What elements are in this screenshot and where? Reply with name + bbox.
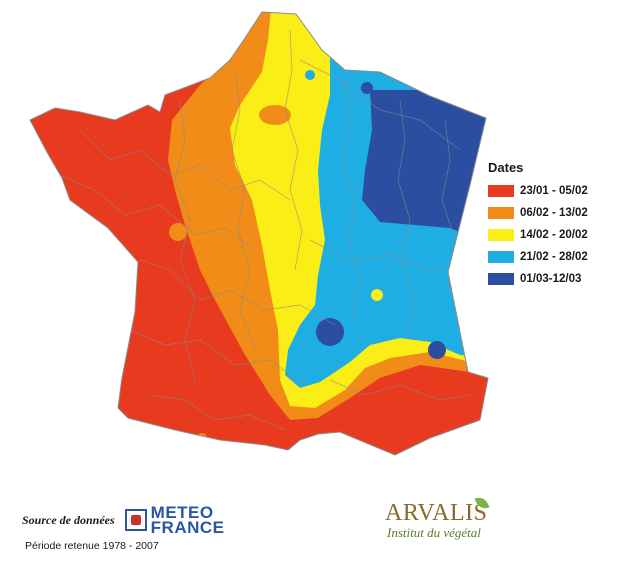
legend-item: 06/02 - 13/02 [488,203,588,222]
zone-orange-spot [197,433,207,443]
france-map [29,11,489,456]
arvalis-tagline: Institut du végétal [387,525,481,540]
legend-label: 14/02 - 20/02 [520,228,588,241]
meteo-france-mark-icon [124,509,147,531]
zone-blue-spot [408,207,418,217]
zone-blue-spot [316,318,344,346]
legend-title: Dates [488,160,524,175]
legend-swatch [488,184,514,197]
legend-label: 23/01 - 05/02 [520,184,588,197]
legend-item: 01/03-12/03 [488,269,588,288]
zone-blue [362,90,488,240]
zone-orange-spot [259,105,291,125]
meteo-france-wordmark: METEO FRANCE [150,503,225,537]
arvalis-logo: ARVALIS Institut du végétal [385,494,490,541]
legend-items: 23/01 - 05/02 06/02 - 13/02 14/02 - 20/02 2… [488,181,588,288]
legend-label: 21/02 - 28/02 [520,250,588,263]
meteo-france-line1: METEO [150,503,214,522]
zone-yellow-spot [371,289,383,301]
legend-swatch [488,272,514,285]
legend-item: 14/02 - 20/02 [488,225,588,244]
legend-label: 01/03-12/03 [520,272,582,285]
zone-orange-spot [169,223,187,241]
legend-swatch [488,250,514,263]
zone-blue-spot [428,341,446,359]
zone-cyan-spot [305,70,315,80]
data-source: Source de données METEO FRANCE [22,503,225,537]
legend-swatch [488,206,514,219]
legend-swatch [488,228,514,241]
legend-label: 06/02 - 13/02 [520,206,588,219]
meteo-france-line2: FRANCE [150,518,225,537]
meteo-france-logo-icon: METEO FRANCE [124,503,225,537]
legend-item: 21/02 - 28/02 [488,247,588,266]
zone-blue-spot [361,82,373,94]
arvalis-name: ARVALIS [385,500,488,526]
period-text: Période retenue 1978 - 2007 [25,540,159,552]
legend-item: 23/01 - 05/02 [488,181,588,200]
department-borders [59,29,471,431]
france-outline [29,11,489,456]
map-legend: Dates 23/01 - 05/02 06/02 - 13/02 14/02 - … [488,160,588,291]
source-label: Source de données [22,512,115,527]
